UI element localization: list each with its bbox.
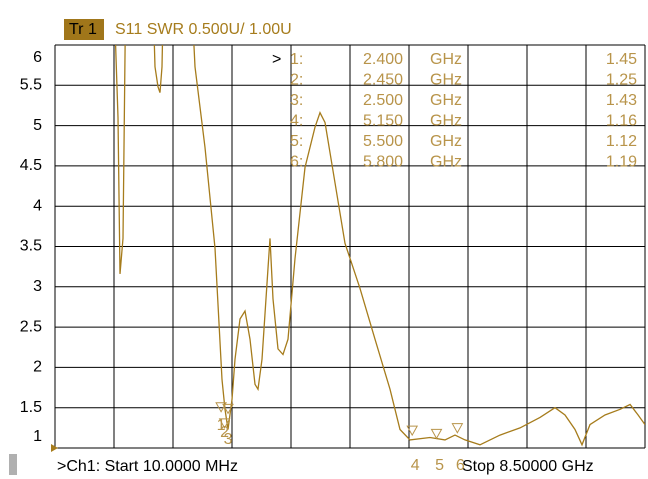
marker-entry: 6: — [290, 154, 303, 171]
marker-entry: 2: — [290, 72, 303, 89]
marker-entry: 3: — [290, 92, 303, 109]
marker-triangle — [222, 403, 234, 415]
y-tick-label: 2.5 — [20, 318, 42, 335]
marker-value: 1.25 — [606, 72, 637, 89]
marker-value: 1.45 — [606, 51, 637, 68]
marker-triangle — [218, 418, 231, 429]
stop-label: Stop 8.50000 GHz — [462, 458, 594, 475]
y-tick-label: 1.5 — [20, 399, 42, 416]
start-pointer — [51, 444, 58, 452]
marker-unit: GHz — [430, 133, 462, 150]
y-tick-label: 3.5 — [20, 238, 42, 255]
marker-freq: 5.500 — [363, 133, 403, 150]
marker-unit: GHz — [430, 113, 462, 130]
marker-freq: 2.400 — [363, 51, 403, 68]
marker-unit: GHz — [430, 154, 462, 171]
trace-badge — [64, 19, 104, 40]
y-tick-label: 4 — [33, 197, 42, 214]
marker-value: 1.16 — [606, 113, 637, 130]
y-tick-label: 5 — [33, 117, 42, 134]
y-tick-label: 3 — [33, 278, 42, 295]
marker-number: 5 — [435, 457, 444, 474]
marker-unit: GHz — [430, 72, 462, 89]
marker-triangle — [215, 402, 227, 413]
marker-number: 6 — [456, 457, 465, 474]
y-tick-label: 1 — [33, 428, 42, 445]
marker-unit: GHz — [430, 92, 462, 109]
y-tick-label: 5.5 — [20, 77, 42, 94]
y-tick-label: 4.5 — [20, 157, 42, 174]
marker-value: 1.12 — [606, 133, 637, 150]
trace-id: Tr 1 — [69, 21, 97, 38]
chart-title: S11 SWR 0.500U/ 1.00U — [115, 21, 292, 38]
marker-unit: GHz — [430, 51, 462, 68]
marker-number: 1 — [217, 417, 226, 434]
marker-number: 3 — [224, 431, 233, 448]
start-label: >Ch1: Start 10.0000 MHz — [57, 458, 238, 475]
marker-entry: 5: — [290, 133, 303, 150]
marker-freq: 2.450 — [363, 72, 403, 89]
trace-group — [114, 45, 645, 447]
marker-freq: 2.500 — [363, 92, 403, 109]
marker-freq: 5.800 — [363, 154, 403, 171]
marker-triangle — [430, 428, 443, 440]
marker-number: 4 — [411, 457, 420, 474]
marker-value: 1.19 — [606, 154, 637, 171]
marker-triangle — [451, 423, 464, 434]
marker-value: 1.43 — [606, 92, 637, 109]
y-tick-label: 2 — [33, 359, 42, 376]
marker-number: 2 — [220, 424, 229, 441]
trace — [114, 45, 645, 447]
active-marker-indicator: > — [272, 51, 281, 68]
marker-entry: 4: — [290, 113, 303, 130]
status-block — [9, 454, 17, 475]
marker-entry: 1: — [290, 51, 303, 68]
marker-triangle — [406, 425, 419, 437]
y-tick-label: 6 — [33, 49, 42, 66]
marker-freq: 5.150 — [363, 113, 403, 130]
